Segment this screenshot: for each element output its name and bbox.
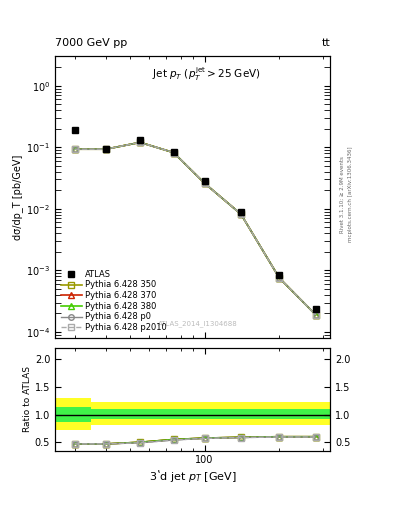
Pythia 6.428 p0 [103,146,108,152]
Pythia 6.428 370 [277,275,282,281]
Pythia 6.428 p2010 [202,180,207,186]
Pythia 6.428 370 [103,146,108,152]
Pythia 6.428 370 [138,139,142,145]
Pythia 6.428 p2010 [103,146,108,152]
Pythia 6.428 p0 [239,211,243,217]
Pythia 6.428 350 [171,150,176,156]
Pythia 6.428 380 [202,180,207,186]
Y-axis label: Ratio to ATLAS: Ratio to ATLAS [23,367,32,432]
Pythia 6.428 p2010 [277,275,282,281]
Pythia 6.428 370 [72,146,77,152]
Pythia 6.428 350 [313,312,318,318]
Text: ATLAS_2014_I1304688: ATLAS_2014_I1304688 [158,320,238,327]
Text: tt: tt [321,38,330,48]
Pythia 6.428 350 [138,139,142,145]
Text: 7000 GeV pp: 7000 GeV pp [55,38,127,48]
ATLAS [171,148,176,155]
ATLAS [313,306,318,312]
Pythia 6.428 p2010 [171,150,176,156]
ATLAS [72,127,77,133]
Pythia 6.428 p2010 [313,312,318,318]
Pythia 6.428 p0 [313,312,318,318]
ATLAS [138,137,142,143]
Pythia 6.428 370 [239,211,243,217]
Pythia 6.428 350 [202,180,207,186]
Pythia 6.428 370 [313,312,318,318]
Line: Pythia 6.428 p2010: Pythia 6.428 p2010 [72,140,318,317]
Pythia 6.428 380 [103,146,108,152]
Pythia 6.428 p2010 [138,139,142,145]
Pythia 6.428 p0 [138,139,142,145]
ATLAS [202,178,207,184]
Pythia 6.428 380 [277,275,282,281]
Pythia 6.428 380 [138,139,142,145]
Pythia 6.428 p2010 [72,146,77,152]
Pythia 6.428 370 [171,150,176,156]
Pythia 6.428 350 [72,146,77,152]
Line: Pythia 6.428 350: Pythia 6.428 350 [72,140,318,317]
Y-axis label: dσ/dp_T [pb/GeV]: dσ/dp_T [pb/GeV] [12,155,23,240]
Text: Rivet 3.1.10; ≥ 2.9M events: Rivet 3.1.10; ≥ 2.9M events [340,156,345,233]
Pythia 6.428 350 [239,211,243,217]
Line: ATLAS: ATLAS [71,126,319,312]
Line: Pythia 6.428 370: Pythia 6.428 370 [72,140,318,317]
Pythia 6.428 380 [171,150,176,156]
Pythia 6.428 380 [239,211,243,217]
Pythia 6.428 350 [103,146,108,152]
Pythia 6.428 350 [277,275,282,281]
Pythia 6.428 p2010 [239,211,243,217]
Text: mcplots.cern.ch [arXiv:1306.3436]: mcplots.cern.ch [arXiv:1306.3436] [348,147,353,242]
Pythia 6.428 p0 [277,275,282,281]
Line: Pythia 6.428 p0: Pythia 6.428 p0 [72,140,318,317]
Line: Pythia 6.428 380: Pythia 6.428 380 [72,140,318,317]
ATLAS [239,208,243,215]
Pythia 6.428 p0 [72,146,77,152]
Legend: ATLAS, Pythia 6.428 350, Pythia 6.428 370, Pythia 6.428 380, Pythia 6.428 p0, Py: ATLAS, Pythia 6.428 350, Pythia 6.428 37… [59,268,169,334]
Pythia 6.428 380 [313,312,318,318]
ATLAS [103,145,108,152]
Pythia 6.428 p0 [171,150,176,156]
ATLAS [277,272,282,278]
Pythia 6.428 380 [72,146,77,152]
Pythia 6.428 370 [202,180,207,186]
X-axis label: 3ʽd jet $p_T$ [GeV]: 3ʽd jet $p_T$ [GeV] [149,468,236,484]
Text: Jet $p_T$ ($p_T^{\mathrm{jet}}>$25 GeV): Jet $p_T$ ($p_T^{\mathrm{jet}}>$25 GeV) [152,65,261,82]
Pythia 6.428 p0 [202,180,207,186]
